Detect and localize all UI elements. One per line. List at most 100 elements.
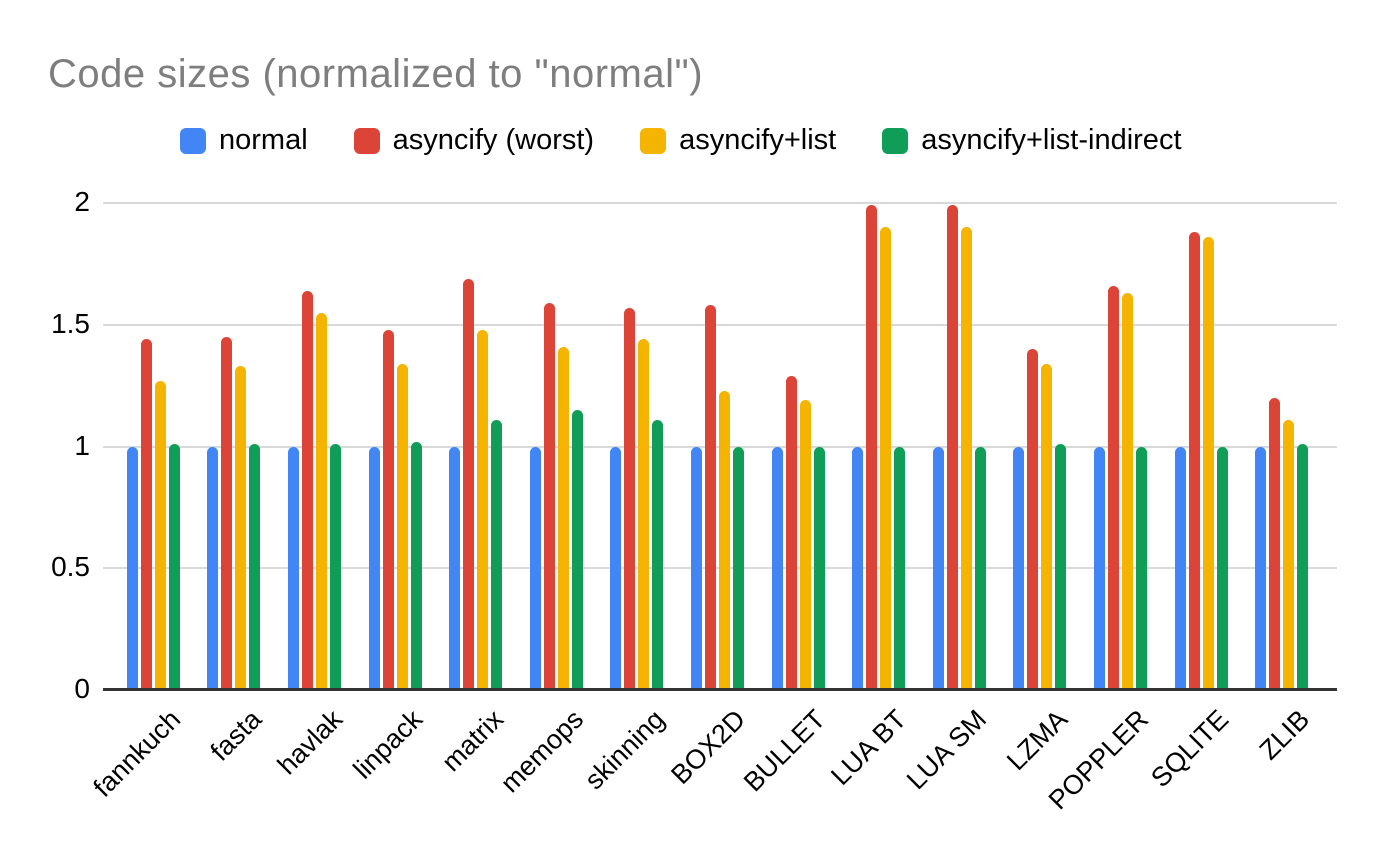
bar (449, 446, 461, 690)
bar (463, 278, 475, 690)
bar (1283, 419, 1295, 690)
bar (610, 446, 622, 690)
gridline (103, 202, 1337, 204)
bar (771, 446, 783, 690)
legend-label: asyncify+list-indirect (921, 124, 1182, 156)
bar (638, 339, 650, 690)
chart-title: Code sizes (normalized to "normal") (48, 52, 704, 96)
bar (1202, 237, 1214, 690)
bar (221, 336, 233, 690)
bar-group (758, 0, 839, 690)
bar (571, 409, 583, 690)
bar-group (597, 0, 678, 690)
bar (946, 205, 958, 690)
bar (126, 446, 138, 690)
bar (624, 307, 636, 690)
bar (491, 419, 503, 690)
bar (1269, 397, 1281, 690)
bar-group (516, 0, 597, 690)
bar-group (435, 0, 516, 690)
bar (1055, 444, 1067, 690)
bar (529, 446, 541, 690)
bar (329, 444, 341, 690)
gridline (103, 323, 1337, 326)
bar (1107, 285, 1119, 690)
legend-swatch-icon (640, 127, 667, 154)
bar (1041, 363, 1053, 690)
y-axis-tick-label: 2 (74, 186, 90, 217)
bar (368, 446, 380, 690)
bar (557, 346, 569, 690)
bar (799, 400, 811, 690)
bar (396, 363, 408, 690)
legend-swatch-icon (882, 127, 909, 154)
bar (168, 444, 180, 690)
bar (1093, 446, 1105, 690)
legend-label: asyncify (worst) (392, 124, 595, 156)
y-axis-tick-label: 0.5 (51, 551, 90, 583)
legend-swatch-icon (353, 127, 380, 154)
bar (704, 305, 716, 690)
bar (732, 446, 744, 690)
bar (880, 227, 892, 690)
bar (1121, 293, 1133, 690)
bar (287, 446, 299, 690)
y-axis-tick-label: 1.5 (51, 307, 90, 339)
bar (974, 446, 986, 690)
bar (301, 290, 313, 690)
bar (249, 444, 261, 690)
legend-label: asyncify+list (679, 124, 837, 156)
bar-group (1000, 0, 1081, 690)
bar-group (274, 0, 355, 690)
bar (154, 380, 166, 690)
bar-group (1161, 0, 1242, 690)
bar-group (1241, 0, 1322, 690)
legend-swatch-icon (180, 127, 206, 154)
legend-item: asyncify (worst) (353, 124, 595, 157)
legend-item: normal (180, 124, 308, 157)
bar (207, 446, 219, 690)
bar (690, 446, 702, 690)
legend: normal asyncify (worst) asyncify+list async… (180, 124, 1182, 157)
bar (543, 302, 555, 690)
bar (932, 446, 944, 690)
bar-group (838, 0, 919, 690)
bar (1188, 232, 1200, 690)
bar-group (1080, 0, 1161, 690)
bar (852, 446, 864, 690)
x-axis-line (103, 688, 1337, 691)
bar-group (194, 0, 275, 690)
bar (410, 441, 422, 690)
bar (1027, 349, 1039, 690)
bar (382, 329, 394, 690)
bar (866, 205, 878, 690)
bar-group (355, 0, 436, 690)
bar-groups (113, 0, 1322, 690)
bar-group (919, 0, 1000, 690)
bar (315, 312, 327, 690)
legend-item: asyncify+list-indirect (882, 124, 1182, 157)
bar (785, 375, 797, 690)
legend-label: normal (219, 124, 308, 156)
bar (1297, 444, 1309, 690)
bar (718, 390, 730, 690)
bar (652, 419, 664, 690)
y-axis-tick-label: 0 (74, 673, 90, 704)
bar (960, 227, 972, 690)
y-axis-tick-label: 1 (74, 429, 90, 461)
bar (1255, 446, 1267, 690)
bar (894, 446, 906, 690)
bar-group (677, 0, 758, 690)
bar (477, 329, 489, 690)
bar (1013, 446, 1025, 690)
bar (235, 366, 247, 690)
bar (1174, 446, 1186, 690)
bar (1216, 446, 1228, 690)
bar-group (113, 0, 194, 690)
bar (813, 446, 825, 690)
bar (1135, 446, 1147, 690)
bar (140, 339, 152, 690)
legend-item: asyncify+list (640, 124, 836, 157)
